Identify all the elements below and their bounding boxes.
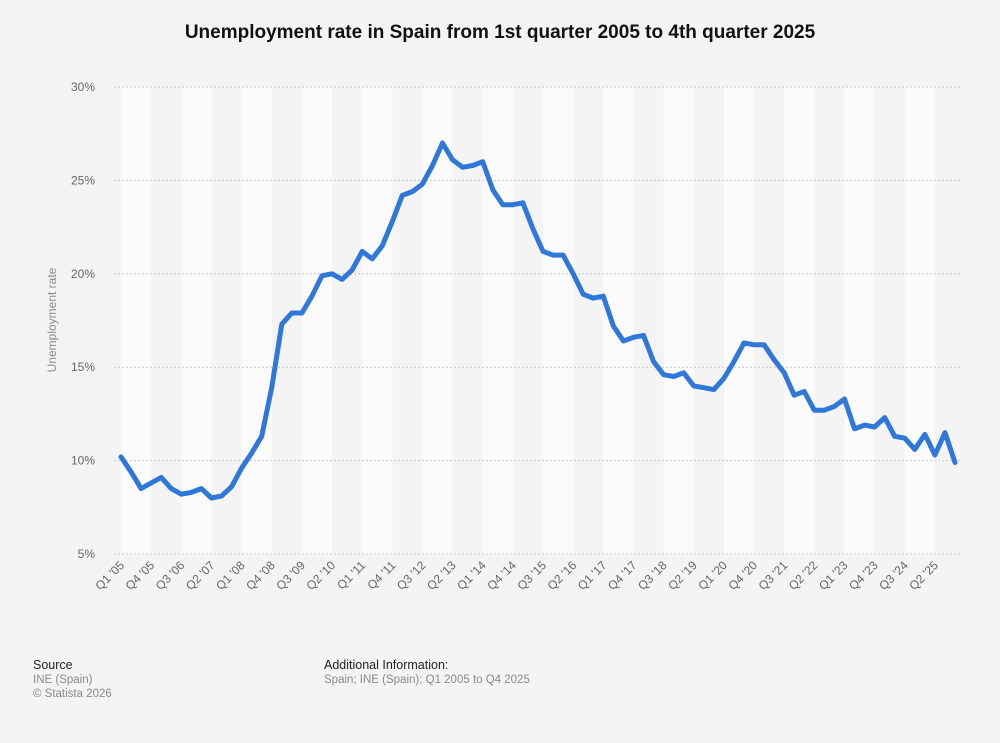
y-axis-label: Unemployment rate (45, 267, 59, 372)
background-band (904, 87, 935, 554)
x-tick-label: Q4 '08 (243, 558, 278, 593)
background-band (181, 87, 212, 554)
source-line: INE (Spain) (33, 674, 93, 686)
background-band (543, 87, 574, 554)
x-tick-label: Q4 '05 (123, 558, 158, 593)
background-band (301, 87, 333, 554)
y-axis-ticks: 5% 10% 15% 20% 25% 30% (71, 80, 95, 561)
chart-title: Unemployment rate in Spain from 1st quar… (184, 22, 816, 43)
background-band (663, 87, 694, 554)
x-tick-label: Q2 '07 (183, 558, 218, 593)
x-tick-label: Q1 '08 (213, 558, 248, 593)
x-tick-label: Q2 '22 (786, 558, 821, 593)
x-tick-label: Q1 '14 (454, 558, 489, 593)
y-tick-label: 25% (71, 173, 95, 187)
background-band (603, 87, 634, 554)
x-tick-label: Q1 '20 (695, 558, 730, 593)
additional-info-heading: Additional Information: (324, 658, 449, 672)
x-tick-label: Q1 '17 (575, 558, 610, 593)
x-tick-label: Q4 '14 (484, 558, 519, 593)
x-tick-label: Q2 '13 (424, 558, 459, 593)
x-tick-label: Q2 '19 (665, 558, 700, 593)
background-band (422, 87, 453, 554)
series-line (118, 140, 958, 501)
x-tick-label: Q2 '25 (906, 558, 941, 593)
additional-info-block: Additional Information: Spain; INE (Spai… (324, 658, 530, 686)
x-tick-label: Q3 '21 (756, 558, 791, 593)
x-tick-label: Q3 '09 (273, 558, 308, 593)
background-band (723, 87, 755, 554)
x-tick-label: Q1 '11 (334, 558, 368, 592)
copyright-line: © Statista 2026 (33, 688, 112, 700)
background-band (241, 87, 272, 554)
x-tick-label: Q3 '12 (394, 558, 429, 593)
additional-info-text: Spain; INE (Spain); Q1 2005 to Q4 2025 (324, 674, 530, 686)
x-tick-label: Q1 '23 (816, 558, 851, 593)
x-tick-label: Q3 '24 (876, 558, 911, 593)
y-tick-label: 5% (78, 547, 96, 561)
x-tick-label: Q1 '05 (92, 558, 127, 593)
x-tick-label: Q3 '15 (515, 558, 550, 593)
x-tick-label: Q4 '23 (846, 558, 881, 593)
background-band (362, 87, 393, 554)
y-tick-label: 15% (71, 360, 95, 374)
x-tick-label: Q3 '18 (635, 558, 670, 593)
x-tick-label: Q2 '10 (303, 558, 338, 593)
background-band (844, 87, 875, 554)
source-heading: Source (33, 658, 73, 672)
y-tick-label: 20% (71, 267, 95, 281)
source-block: Source INE (Spain) © Statista 2026 (33, 658, 112, 700)
y-tick-label: 30% (71, 80, 95, 94)
x-tick-label: Q2 '16 (545, 558, 580, 593)
x-tick-label: Q3 '06 (153, 558, 188, 593)
x-tick-label: Q4 '20 (726, 558, 761, 593)
x-tick-label: Q4 '11 (364, 558, 398, 592)
background-band (482, 87, 513, 554)
background-band (784, 87, 815, 554)
gridlines (114, 86, 960, 555)
y-tick-label: 10% (71, 454, 95, 468)
plot-background-bands (121, 87, 935, 554)
x-tick-label: Q4 '17 (605, 558, 640, 593)
